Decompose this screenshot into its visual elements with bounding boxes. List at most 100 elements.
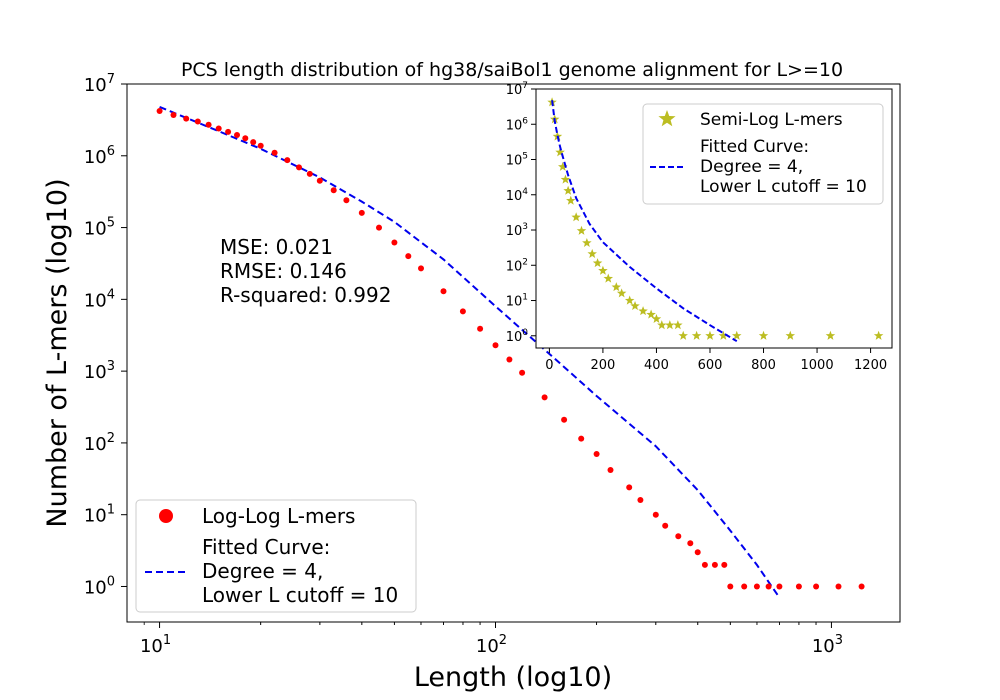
main-x-tick-label-2: 103 (812, 633, 843, 657)
main-x-tick-label-0: 101 (140, 633, 171, 657)
main-y-tick-label-0: 100 (84, 574, 115, 598)
main-y-tick-label-1: 101 (84, 503, 115, 527)
main-data-point (701, 561, 708, 568)
inset-data-point (732, 330, 742, 340)
main-data-point (741, 583, 748, 590)
main-data-point (477, 325, 484, 332)
inset-legend: Semi-Log L-mers Fitted Curve: Degree = 4,… (642, 103, 884, 205)
main-legend-label-fit: Fitted Curve: Degree = 4, Lower L cutoff =… (202, 535, 398, 607)
main-data-point (813, 583, 820, 590)
inset-y-tick-label-5: 105 (506, 152, 528, 169)
inset-data-point (624, 295, 635, 305)
main-data-point (405, 253, 412, 260)
main-data-point (578, 435, 585, 442)
inset-data-point (691, 330, 702, 340)
main-legend-label-points: Log-Log L-mers (202, 504, 355, 528)
mse-text: MSE: 0.021 (220, 235, 333, 259)
main-data-point (776, 583, 783, 590)
inset-x-tick-label-3: 600 (698, 358, 723, 373)
inset-data-point (616, 288, 627, 298)
main-data-point (637, 497, 644, 503)
main-data-point (519, 369, 526, 376)
main-data-point (194, 118, 201, 125)
main-data-point (687, 540, 694, 547)
inset-x-tick-label-4: 800 (751, 358, 776, 373)
main-data-point (215, 125, 222, 132)
main-data-point (418, 265, 424, 272)
main-data-point (306, 170, 313, 177)
main-legend-marker (159, 509, 173, 523)
main-data-point (626, 484, 633, 491)
main-data-point (753, 583, 760, 590)
main-data-point (506, 356, 513, 363)
inset-data-point (566, 195, 576, 205)
main-data-point (675, 533, 682, 540)
main-data-point (858, 583, 865, 590)
inset-legend-label-fit: Fitted Curve: Degree = 4, Lower L cutoff =… (700, 137, 867, 197)
inset-x-tick-label-0: 0 (545, 358, 553, 373)
main-data-point (250, 139, 257, 146)
inset-y-tick-label-2: 102 (506, 257, 528, 274)
inset-scatter-points (547, 97, 884, 340)
main-data-point (330, 187, 337, 194)
inset-y-tick-label-7: 107 (506, 81, 528, 98)
inset-data-point (598, 265, 608, 275)
inset-y-ticks: 100 101 102 103 104 105 106 107 (506, 81, 536, 345)
main-x-ticks: 101 102 103 (140, 622, 843, 657)
inset-x-ticks: 0 200 400 600 800 1000 1200 (545, 348, 887, 373)
inset-x-tick-label-6: 1200 (854, 358, 887, 373)
inset-y-tick-label-4: 104 (506, 187, 529, 204)
main-data-point (225, 128, 232, 135)
inset-data-point (576, 225, 587, 235)
inset-data-point (603, 273, 614, 283)
inset-y-tick-label-6: 106 (506, 116, 529, 133)
inset-legend-box (642, 103, 884, 205)
inset-data-point (785, 330, 796, 340)
main-data-point (694, 549, 701, 556)
main-data-point (561, 416, 568, 423)
inset-data-point (825, 330, 836, 340)
main-data-point (316, 177, 323, 184)
main-data-point (662, 522, 669, 529)
y-axis-label: Number of L-mers (log10) (42, 178, 73, 527)
fit-metrics-annotation: MSE: 0.021 RMSE: 0.146 R-squared: 0.992 (220, 235, 391, 307)
inset-data-point (558, 161, 568, 171)
main-data-point (257, 142, 264, 149)
inset-legend-label-points: Semi-Log L-mers (700, 110, 843, 130)
main-data-point (459, 308, 466, 315)
main-data-point (593, 451, 600, 457)
inset-data-point (587, 248, 597, 258)
inset-x-tick-label-2: 400 (644, 358, 669, 373)
inset-data-point (873, 330, 884, 340)
main-y-tick-label-4: 104 (84, 287, 115, 311)
main-data-point (343, 197, 350, 204)
inset-x-tick-label-5: 1000 (801, 358, 834, 373)
main-data-point (170, 112, 177, 118)
inset-data-point (592, 258, 603, 268)
inset-legend-star-icon (658, 110, 676, 127)
main-y-tick-label-5: 105 (84, 216, 115, 240)
main-data-point (795, 583, 802, 590)
inset-data-point (611, 282, 622, 292)
inset-data-point (665, 320, 675, 330)
main-data-point (183, 115, 190, 122)
inset-data-point (555, 147, 565, 157)
inset-data-point (705, 330, 715, 340)
inset-x-tick-label-1: 200 (591, 358, 616, 373)
main-data-point (205, 121, 212, 128)
main-y-tick-label-3: 103 (84, 359, 115, 383)
main-scatter-points (156, 108, 865, 590)
main-data-point (721, 561, 728, 568)
main-data-point (727, 583, 734, 590)
inset-data-point (571, 212, 581, 222)
main-y-tick-label-7: 107 (84, 72, 115, 96)
inset-data-point (630, 300, 640, 311)
inset-data-point (646, 309, 656, 319)
rmse-text: RMSE: 0.146 (220, 259, 347, 283)
main-legend-box (135, 499, 417, 613)
main-data-point (607, 467, 614, 473)
inset-y-tick-label-1: 101 (506, 293, 528, 310)
inset-data-point (582, 237, 592, 247)
inset-data-point (638, 306, 648, 316)
